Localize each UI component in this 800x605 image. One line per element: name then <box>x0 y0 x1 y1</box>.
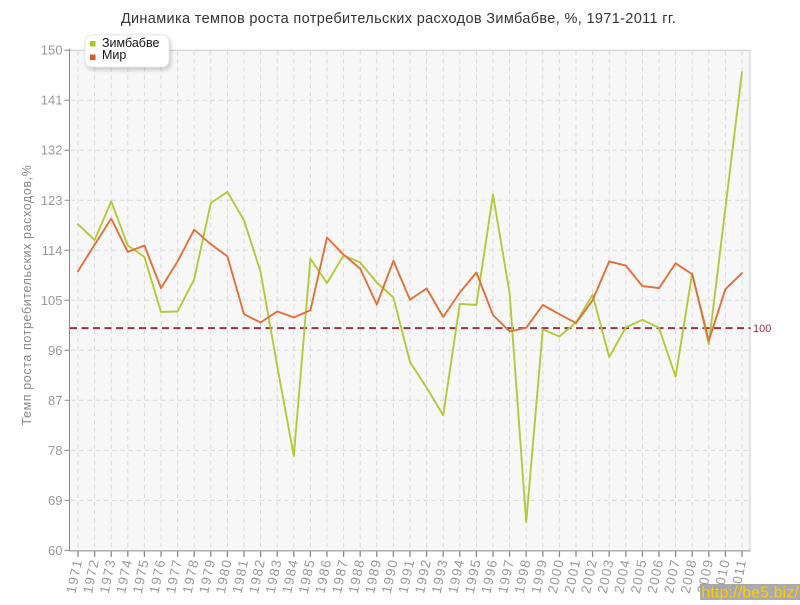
svg-text:1980: 1980 <box>213 558 235 595</box>
svg-text:1998: 1998 <box>512 558 534 595</box>
svg-text:1987: 1987 <box>329 558 351 595</box>
svg-text:2008: 2008 <box>678 558 700 595</box>
svg-text:60: 60 <box>48 543 62 558</box>
svg-text:1984: 1984 <box>279 558 301 595</box>
svg-text:1986: 1986 <box>313 558 335 595</box>
svg-text:1991: 1991 <box>396 558 418 595</box>
svg-text:1994: 1994 <box>445 558 467 595</box>
svg-text:1996: 1996 <box>479 558 501 595</box>
svg-text:114: 114 <box>42 243 63 258</box>
svg-text:2004: 2004 <box>611 558 633 595</box>
svg-text:1997: 1997 <box>495 558 517 595</box>
svg-text:100: 100 <box>753 323 771 335</box>
svg-text:2005: 2005 <box>628 558 650 595</box>
svg-text:1972: 1972 <box>80 558 102 595</box>
svg-text:Темп роста потребительских рас: Темп роста потребительских расходов,% <box>20 165 34 426</box>
svg-text:96: 96 <box>48 343 62 358</box>
svg-text:2003: 2003 <box>595 558 617 595</box>
svg-text:1978: 1978 <box>180 558 202 595</box>
svg-text:Мир: Мир <box>102 48 126 62</box>
svg-text:1985: 1985 <box>296 558 318 595</box>
svg-text:1979: 1979 <box>196 558 218 595</box>
svg-text:Зимбабве: Зимбабве <box>102 36 159 50</box>
svg-text:2006: 2006 <box>645 558 667 595</box>
svg-text:2002: 2002 <box>578 558 600 595</box>
svg-text:1999: 1999 <box>528 558 550 595</box>
svg-text:69: 69 <box>48 493 62 508</box>
svg-text:1971: 1971 <box>64 558 86 595</box>
svg-text:1974: 1974 <box>113 558 135 595</box>
svg-text:1983: 1983 <box>263 558 285 595</box>
svg-text:http://be5.biz/: http://be5.biz/ <box>702 585 800 601</box>
svg-text:1988: 1988 <box>346 558 368 595</box>
svg-text:87: 87 <box>48 393 62 408</box>
svg-text:1977: 1977 <box>163 558 185 595</box>
svg-text:1990: 1990 <box>379 558 401 595</box>
svg-text:1975: 1975 <box>130 558 152 595</box>
svg-text:141: 141 <box>41 93 63 108</box>
svg-text:1989: 1989 <box>362 558 384 595</box>
svg-text:105: 105 <box>41 293 63 308</box>
svg-text:1982: 1982 <box>246 558 268 595</box>
svg-text:1973: 1973 <box>97 558 119 595</box>
svg-text:132: 132 <box>41 143 63 158</box>
svg-text:2007: 2007 <box>661 558 683 595</box>
svg-text:78: 78 <box>48 443 62 458</box>
svg-text:1981: 1981 <box>230 558 252 595</box>
svg-text:1995: 1995 <box>462 558 484 595</box>
svg-text:2000: 2000 <box>545 558 567 595</box>
svg-text:1993: 1993 <box>429 558 451 595</box>
svg-text:1976: 1976 <box>147 558 169 595</box>
svg-text:150: 150 <box>41 43 63 58</box>
svg-text:123: 123 <box>41 193 63 208</box>
svg-text:2001: 2001 <box>562 558 584 595</box>
svg-text:1992: 1992 <box>412 558 434 595</box>
svg-text:Динамика темпов роста потребит: Динамика темпов роста потребительских ра… <box>121 11 676 27</box>
